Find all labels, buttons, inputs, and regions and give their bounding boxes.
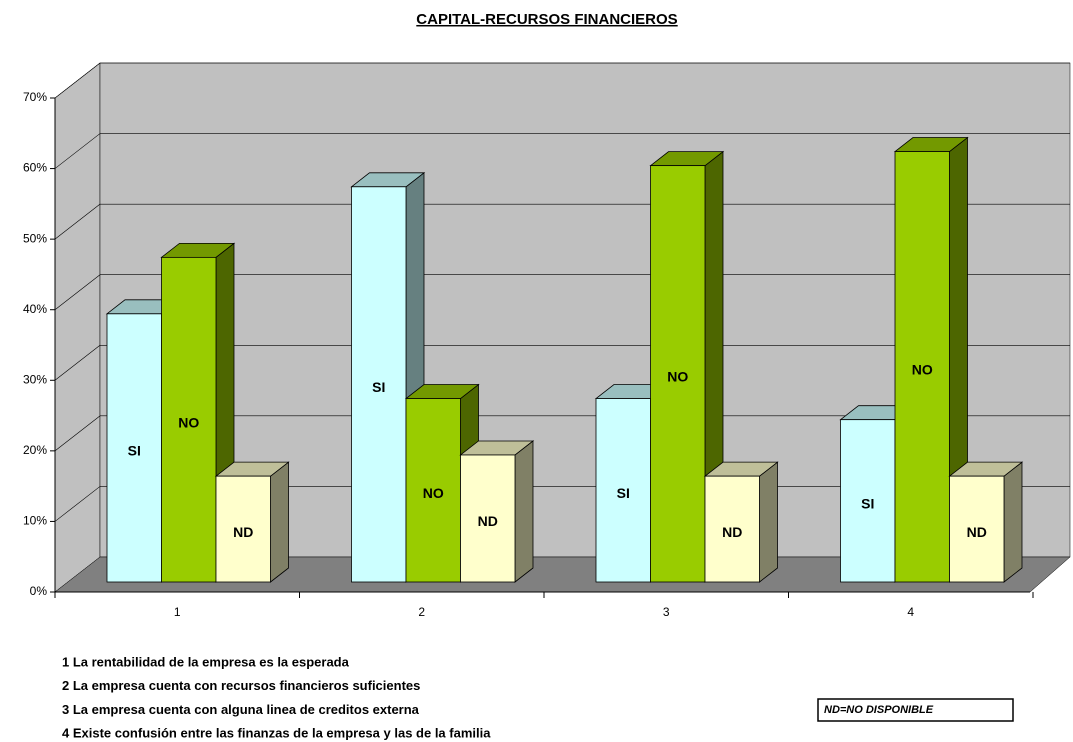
y-tick-label: 50% [23,231,47,245]
note: 2 La empresa cuenta con recursos financi… [62,678,420,693]
data-label: SI [372,379,385,395]
grid-line [54,415,101,452]
y-tick-label: 40% [23,302,47,316]
data-label: NO [667,369,688,385]
bar [894,151,950,583]
annotation-box [817,698,1014,722]
bar-side [759,461,778,583]
grid-line [54,203,101,240]
x-tick-label: 1 [174,605,181,619]
bar [840,419,896,583]
y-tick-label: 10% [23,514,47,528]
y-tick-label: 70% [23,90,47,104]
grid-line [54,62,101,99]
x-tick-label: 2 [418,605,425,619]
chart-title: CAPITAL-RECURSOS FINANCIEROS [416,11,677,28]
bar [351,186,407,583]
data-label: ND [722,524,742,540]
x-tick-label: 3 [663,605,670,619]
grid-line [54,133,101,169]
bar-side [514,440,534,583]
y-tick-label: 20% [23,443,47,457]
data-label: ND [478,513,498,529]
bar [405,398,461,583]
side-wall [54,62,101,593]
bar [215,475,271,583]
data-label: SI [617,485,630,501]
grid-line [54,345,101,381]
note: 3 La empresa cuenta con alguna linea de … [62,702,420,717]
note: 1 La rentabilidad de la empresa es la es… [62,654,350,669]
data-label: NO [912,361,933,377]
y-tick-label: 30% [23,372,47,386]
data-label: NO [178,414,199,430]
bar [161,256,217,583]
data-label: NO [423,485,444,501]
bar [106,313,162,583]
bar [949,475,1005,583]
grid-line [54,274,101,310]
bar [650,165,706,583]
bar-side [1003,461,1023,583]
data-label: SI [128,443,141,459]
x-tick-label: 4 [907,605,914,619]
note: 4 Existe confusión entre las finanzas de… [62,726,491,741]
data-label: SI [861,496,874,512]
y-tick-label: 0% [30,584,48,598]
data-label: ND [233,524,253,540]
data-label: ND [967,524,987,540]
bar [704,475,760,583]
annotation: ND=NO DISPONIBLE [824,704,934,716]
bar-side [270,461,289,583]
y-tick-label: 60% [23,161,47,175]
grid-line [54,486,101,522]
bar [460,454,516,583]
